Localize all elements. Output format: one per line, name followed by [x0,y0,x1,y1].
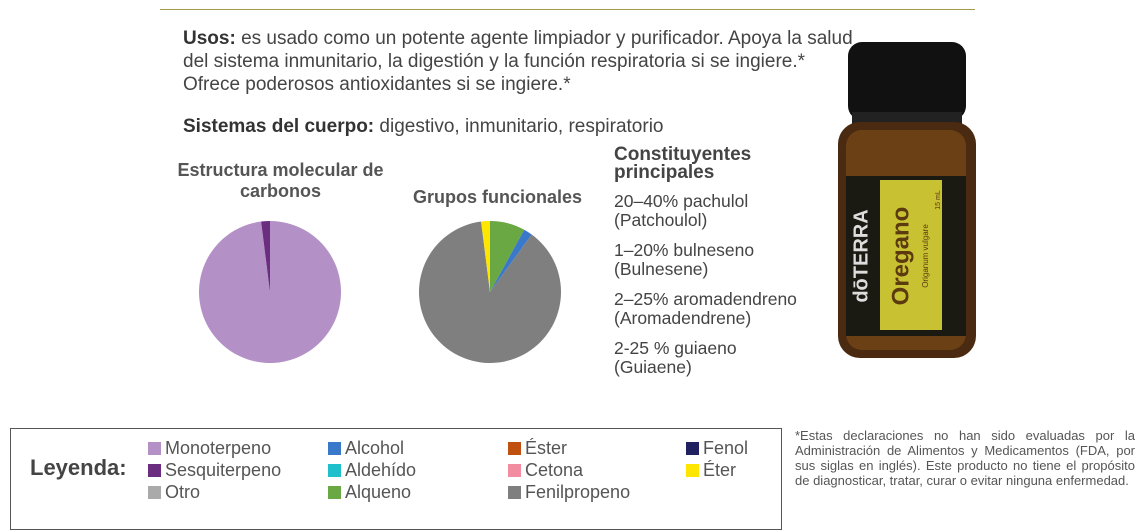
constituent-amount: 20–40% pachulol [614,191,749,211]
pie-title: Grupos funcionales [412,187,583,207]
legend-label: Fenilpropeno [525,482,630,502]
systems-text: digestivo, inmunitario, respiratorio [374,116,664,137]
legend-swatch [328,464,341,477]
constituents-title: Constituyentes principales [614,144,752,183]
legend-swatch [686,442,699,455]
pie-slice [490,221,525,292]
constituent-english: (Patchoulol) [614,210,708,230]
legend-label: Alcohol [345,438,404,458]
bottle-latin: Origanum vulgare [921,224,930,288]
legend-swatch [508,486,521,499]
constituent-amount: 2-25 % guiaeno [614,338,737,358]
uses: Usos: es usado como un potente agente li… [183,27,853,96]
pie-charts: dōTERRA Oregano Origanum vulgare 15 mL [199,42,976,364]
constituents: Constituyentes principales 20–40% pachul… [614,144,844,388]
bottle: dōTERRA Oregano Origanum vulgare 15 mL [838,42,976,358]
constituent: 2-25 % guiaeno (Guiaene) [614,339,844,377]
uses-text: es usado como un potente agente limpiado… [183,28,853,95]
legend-label: Sesquiterpeno [165,460,281,480]
legend-label: Éter [703,460,736,480]
constituent-amount: 2–25% aromadendreno [614,289,797,309]
legend-label: Cetona [525,460,584,480]
pie-slice [418,221,561,364]
bottle-size: 15 mL [935,190,942,210]
pie-title: Estructura molecular de carbonos [177,160,384,201]
top-rule [160,9,975,10]
legend-label: Otro [165,482,200,502]
constituent-english: (Aromadendrene) [614,308,752,328]
page: Usos: es usado como un potente agente li… [10,9,1135,530]
legend-label: Aldehído [345,460,416,480]
legend-swatch [328,442,341,455]
constituent: 20–40% pachulol (Patchoulol) [614,192,844,230]
legend-swatch [508,442,521,455]
systems-label: Sistemas del cuerpo: [183,116,375,137]
constituent-english: (Bulnesene) [614,259,709,279]
pie-slice [481,221,490,292]
legend-swatch [148,486,161,499]
legend-swatch [148,442,161,455]
legend-label: Éster [525,438,567,458]
body-systems: Sistemas del cuerpo: digestivo, inmunita… [183,116,663,138]
bottle-name: Oregano [887,207,914,306]
legend-label: Alqueno [345,482,411,502]
legend-title: Leyenda: [30,455,127,480]
constituent-amount: 1–20% bulneseno [614,240,755,260]
legend-swatch [686,464,699,477]
legend-swatch [508,464,521,477]
constituent: 1–20% bulneseno (Bulnesene) [614,241,844,279]
pie-slice [199,221,342,363]
disclaimer: *Estas declaraciones no han sido evaluad… [795,428,1135,488]
legend-label: Monoterpeno [165,438,271,458]
bottle-brand: dōTERRA [850,209,872,302]
constituent: 2–25% aromadendreno (Aromadendrene) [614,290,844,328]
legend-label: Fenol [703,438,748,458]
legend-swatch [328,486,341,499]
pie-slice [261,221,270,292]
constituent-english: (Guiaene) [614,357,692,377]
pie-slice [490,229,532,292]
uses-label: Usos: [183,28,236,49]
legend-swatch [148,464,161,477]
